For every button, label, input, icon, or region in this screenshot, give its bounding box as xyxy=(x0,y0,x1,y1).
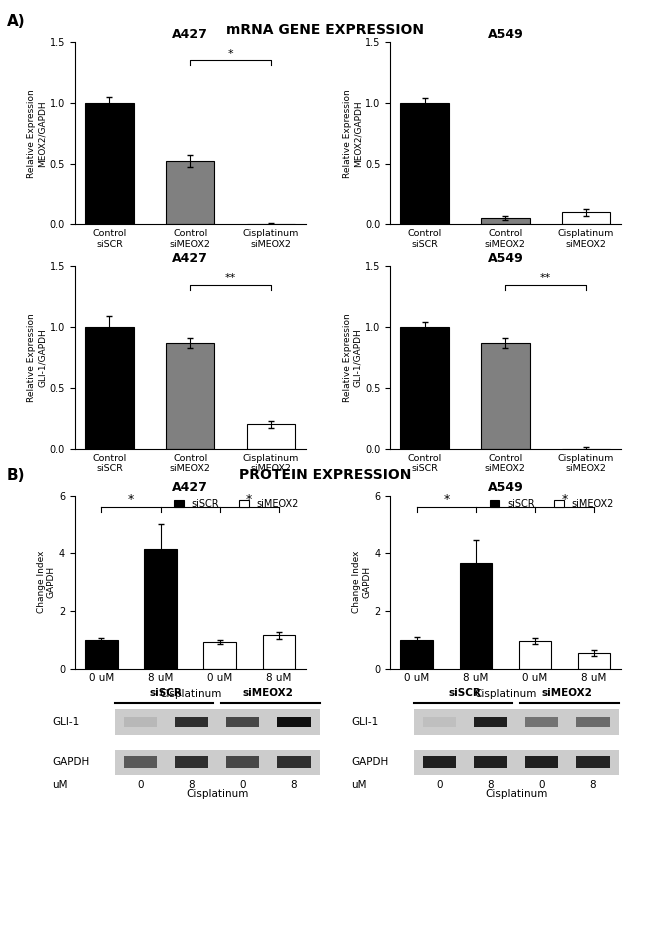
Y-axis label: Relative Expression
GLI-1/GAPDH: Relative Expression GLI-1/GAPDH xyxy=(27,313,47,402)
Text: Cisplatinum: Cisplatinum xyxy=(186,789,248,799)
Bar xyxy=(278,756,311,769)
Text: 0: 0 xyxy=(137,781,144,790)
Text: GAPDH: GAPDH xyxy=(351,757,388,768)
Bar xyxy=(460,563,492,669)
Text: siMEOX2: siMEOX2 xyxy=(542,688,593,698)
Bar xyxy=(124,756,157,769)
Title: A427: A427 xyxy=(172,252,208,266)
Text: *: * xyxy=(227,50,233,59)
Text: siMEOX2: siMEOX2 xyxy=(243,688,294,698)
Bar xyxy=(422,756,456,769)
Bar xyxy=(414,710,619,736)
Bar xyxy=(525,717,558,727)
Text: GAPDH: GAPDH xyxy=(52,757,89,768)
Bar xyxy=(414,750,619,774)
Bar xyxy=(577,717,610,727)
Bar xyxy=(166,343,214,449)
Text: 0: 0 xyxy=(538,781,545,790)
Text: GLI-1: GLI-1 xyxy=(351,717,378,727)
Bar xyxy=(85,640,118,669)
Y-axis label: Relative Expression
MEOX2/GAPDH: Relative Expression MEOX2/GAPDH xyxy=(343,89,362,178)
Text: 8: 8 xyxy=(488,781,494,790)
Legend: siSCR, siMEOX2: siSCR, siMEOX2 xyxy=(172,496,301,511)
Bar xyxy=(226,717,259,727)
Text: 8: 8 xyxy=(590,781,596,790)
Bar xyxy=(400,103,449,224)
Bar xyxy=(85,327,134,449)
Bar xyxy=(203,642,236,669)
Bar xyxy=(226,756,259,769)
Bar xyxy=(578,653,610,669)
Text: *: * xyxy=(443,493,449,506)
X-axis label: Cisplatinum: Cisplatinum xyxy=(159,689,221,699)
Bar xyxy=(85,103,134,224)
Title: A427: A427 xyxy=(172,28,208,41)
Title: A549: A549 xyxy=(488,252,523,266)
Title: A549: A549 xyxy=(488,28,523,41)
Text: siSCR: siSCR xyxy=(150,688,183,698)
Y-axis label: Change Index
GAPDH: Change Index GAPDH xyxy=(352,551,371,613)
Text: *: * xyxy=(562,493,567,506)
Text: Cisplatinum: Cisplatinum xyxy=(485,789,547,799)
Text: GLI-1: GLI-1 xyxy=(52,717,79,727)
Y-axis label: Relative Expression
GLI-1/GAPDH: Relative Expression GLI-1/GAPDH xyxy=(343,313,362,402)
Bar xyxy=(422,717,456,727)
Bar xyxy=(115,710,320,736)
Bar xyxy=(519,641,551,669)
Text: uM: uM xyxy=(52,781,68,790)
Text: *: * xyxy=(128,493,134,506)
Bar xyxy=(175,717,208,727)
Bar xyxy=(166,161,214,224)
Bar xyxy=(115,750,320,774)
X-axis label: Cisplatinum: Cisplatinum xyxy=(474,689,536,699)
Legend: siSCR, siMEOX2: siSCR, siMEOX2 xyxy=(488,496,616,511)
Y-axis label: Relative Expression
MEOX2/GAPDH: Relative Expression MEOX2/GAPDH xyxy=(27,89,47,178)
Text: 0: 0 xyxy=(239,781,246,790)
Text: A): A) xyxy=(6,14,25,29)
Bar xyxy=(577,756,610,769)
Bar xyxy=(481,343,530,449)
Bar xyxy=(175,756,208,769)
Bar xyxy=(474,756,507,769)
Bar xyxy=(400,327,449,449)
Bar xyxy=(562,212,610,224)
Bar xyxy=(263,636,295,669)
Bar xyxy=(124,717,157,727)
Bar xyxy=(525,756,558,769)
Bar xyxy=(400,640,433,669)
Text: mRNA GENE EXPRESSION: mRNA GENE EXPRESSION xyxy=(226,23,424,37)
Text: siSCR: siSCR xyxy=(448,688,482,698)
Text: uM: uM xyxy=(351,781,367,790)
Text: *: * xyxy=(246,493,252,506)
Text: **: ** xyxy=(540,274,551,283)
Text: **: ** xyxy=(225,274,236,283)
Text: B): B) xyxy=(6,468,25,482)
Title: A549: A549 xyxy=(488,482,523,495)
Text: 8: 8 xyxy=(291,781,297,790)
Y-axis label: Change Index
GAPDH: Change Index GAPDH xyxy=(36,551,56,613)
Text: PROTEIN EXPRESSION: PROTEIN EXPRESSION xyxy=(239,468,411,482)
Text: 0: 0 xyxy=(436,781,443,790)
Bar xyxy=(481,218,530,224)
Bar xyxy=(474,717,507,727)
Bar xyxy=(278,717,311,727)
Bar xyxy=(246,424,295,449)
Title: A427: A427 xyxy=(172,482,208,495)
Bar xyxy=(144,549,177,669)
Text: 8: 8 xyxy=(188,781,195,790)
